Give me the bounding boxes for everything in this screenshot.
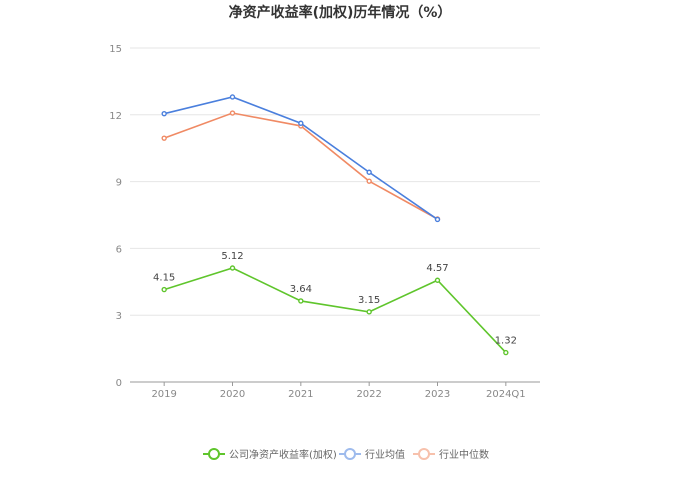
data-label: 3.64 <box>290 284 312 295</box>
legend-marker-icon <box>339 447 361 460</box>
x-tick-label: 2020 <box>220 389 245 400</box>
x-axis <box>130 381 540 386</box>
legend-item[interactable]: 行业均值 <box>339 446 405 461</box>
y-tick-label: 15 <box>109 44 122 55</box>
legend-item[interactable]: 行业中位数 <box>413 446 489 461</box>
series-行业均值 <box>161 94 441 223</box>
grid <box>130 47 540 316</box>
data-labels: 4.15 5.12 3.64 3.15 4.57 1.32 <box>153 251 517 347</box>
data-point <box>298 298 304 304</box>
y-tick-label: 6 <box>116 244 122 255</box>
data-point <box>298 120 304 126</box>
legend-label: 行业中位数 <box>439 450 489 461</box>
data-label: 3.15 <box>358 295 380 306</box>
series-公司净资产收益率(加权) <box>161 265 509 356</box>
y-axis: 0 3 6 9 12 15 <box>109 44 122 389</box>
x-tick-label: 2022 <box>356 389 381 400</box>
y-tick-label: 3 <box>116 311 122 322</box>
line-chart: 0 3 6 9 12 15 2019 2020 2021 2022 2023 2024Q1 4.15… <box>109 44 540 400</box>
legend: 公司净资产收益率(加权) 行业均值 行业中位数 <box>0 446 680 464</box>
data-point <box>366 178 372 184</box>
legend-marker-icon <box>413 447 435 460</box>
chart-title: 净资产收益率(加权)历年情况（%） <box>228 5 452 21</box>
x-tick-labels: 2019 2020 2021 2022 2023 2024Q1 <box>151 389 525 400</box>
series-line <box>163 96 438 221</box>
x-tick-label: 2021 <box>288 389 313 400</box>
y-tick-label: 9 <box>116 178 122 189</box>
series-line <box>163 267 507 354</box>
data-point <box>503 349 509 356</box>
data-point <box>434 277 441 283</box>
legend-marker-icon <box>203 447 225 460</box>
data-label: 4.15 <box>153 273 175 284</box>
data-label: 5.12 <box>221 251 243 262</box>
data-point <box>229 110 236 116</box>
legend-item[interactable]: 公司净资产收益率(加权) <box>203 446 337 461</box>
x-tick-label: 2024Q1 <box>486 389 526 400</box>
series-行业中位数 <box>161 110 441 222</box>
x-tick-label: 2019 <box>151 389 176 400</box>
data-point <box>366 169 372 175</box>
data-point <box>161 286 167 293</box>
data-point <box>366 309 372 315</box>
series-line <box>163 112 438 220</box>
data-point <box>161 110 167 117</box>
legend-label: 行业均值 <box>365 450 405 461</box>
y-tick-label: 12 <box>109 111 122 122</box>
legend-label: 公司净资产收益率(加权) <box>229 450 337 461</box>
x-tick-label: 2023 <box>425 389 450 400</box>
data-point <box>229 265 236 271</box>
data-point <box>434 216 441 223</box>
data-point <box>229 94 236 100</box>
data-label: 4.57 <box>426 263 448 274</box>
data-label: 1.32 <box>495 336 517 347</box>
series <box>161 94 509 356</box>
data-point <box>161 135 167 141</box>
y-tick-label: 0 <box>116 378 122 389</box>
